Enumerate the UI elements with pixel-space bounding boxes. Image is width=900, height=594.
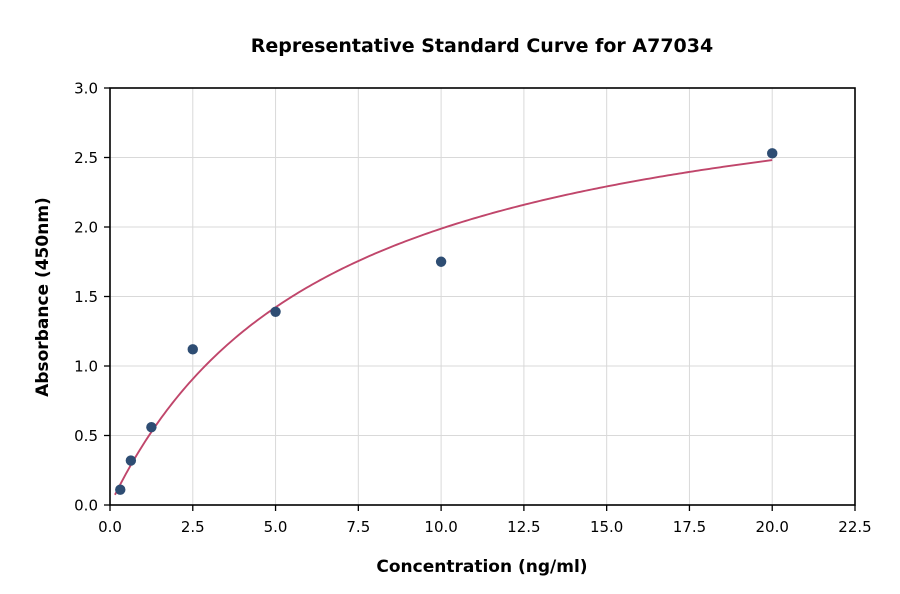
y-tick-label: 3.0 (74, 80, 98, 98)
data-point (767, 148, 778, 159)
y-tick-label: 1.0 (74, 358, 98, 376)
y-axis-ticks: 0.0 0.5 1.0 1.5 2.0 2.5 3.0 (74, 80, 110, 515)
x-tick-label: 22.5 (838, 518, 871, 536)
data-point (270, 306, 281, 317)
y-tick-label: 0.5 (74, 427, 98, 445)
fit-curve (114, 159, 773, 496)
x-tick-label: 15.0 (590, 518, 623, 536)
y-tick-label: 1.5 (74, 288, 98, 306)
data-point (187, 344, 198, 355)
chart-title: Representative Standard Curve for A77034 (251, 35, 713, 57)
x-axis-label: Concentration (ng/ml) (376, 557, 587, 577)
x-tick-label: 12.5 (507, 518, 540, 536)
data-points (115, 148, 778, 495)
data-point (125, 455, 137, 466)
x-tick-label: 20.0 (756, 518, 789, 536)
x-tick-label: 7.5 (346, 518, 370, 536)
y-tick-label: 0.0 (74, 497, 98, 515)
x-tick-label: 2.5 (181, 518, 205, 536)
x-tick-label: 0.0 (98, 518, 122, 536)
grid-lines (109, 87, 856, 506)
x-axis-ticks: 0.0 2.5 5.0 7.5 10.0 12.5 15.0 17.5 20.0 22.5 (98, 505, 872, 536)
data-point (435, 256, 447, 267)
fit-curve-path (114, 159, 773, 496)
data-point (146, 421, 157, 433)
x-tick-label: 17.5 (673, 518, 706, 536)
x-tick-label: 5.0 (264, 518, 288, 536)
y-tick-label: 2.5 (74, 149, 98, 167)
y-tick-label: 2.0 (74, 219, 98, 237)
x-tick-label: 10.0 (424, 518, 457, 536)
y-axis-label: Absorbance (450nm) (33, 197, 53, 397)
data-point (115, 484, 126, 495)
